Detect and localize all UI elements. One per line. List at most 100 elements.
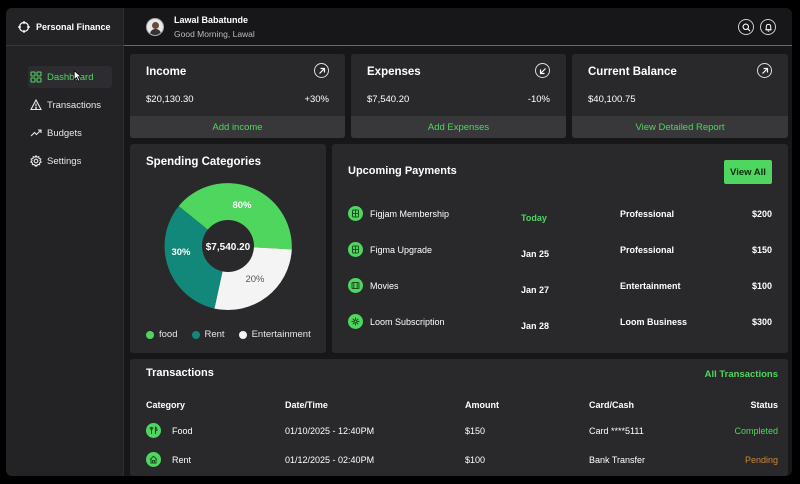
expenses-link-button[interactable] [535,63,550,78]
legend-item-food: food [146,329,178,340]
view-detailed-report-button[interactable]: View Detailed Report [572,116,788,138]
payment-category: Professional [620,209,675,219]
legend-dot [191,330,200,339]
stat-change: -10% [527,94,550,105]
legend-label: Entertainment [251,329,311,340]
sidebar-item-label: Settings [47,155,82,167]
slice-label-food: 80% [232,200,252,211]
gear-icon [30,155,42,167]
trend-icon [30,129,42,137]
all-transactions-link[interactable]: All Transactions [704,369,778,380]
app-window: Personal Finance Dashboard Transactions [6,8,792,476]
sidebar-item-budgets[interactable]: Budgets [28,122,112,144]
add-income-button[interactable]: Add income [130,116,345,138]
balance-link-button[interactable] [757,63,772,78]
spending-legend: food Rent Entertainment [146,329,311,340]
sidebar-item-transactions[interactable]: Transactions [28,94,112,116]
tx-method: Card ****5111 [589,426,644,436]
payment-name: Movies [370,281,399,291]
arrow-up-right-icon [318,67,325,74]
header-actions [738,19,776,35]
payment-date: Jan 25 [521,249,550,259]
payment-amount: $100 [751,281,772,291]
payment-name: Figjam Membership [370,209,450,219]
mouse-cursor-icon [73,70,82,82]
avatar[interactable] [146,17,164,36]
bell-icon [764,23,772,32]
sidebar-nav: Dashboard Transactions Budgets [6,66,123,172]
warning-icon [30,99,42,111]
payment-date: Jan 28 [521,321,550,331]
slice-label-rent: 30% [171,247,191,258]
payment-row[interactable]: Movies Jan 27 Entertainment $100 [332,278,788,296]
payment-row[interactable]: Loom Subscription Jan 28 Loom Business $… [332,314,788,332]
payment-name: Loom Subscription [370,317,445,327]
tx-amount: $150 [465,426,486,436]
legend-item-rent: Rent [191,329,225,340]
column-header[interactable]: Card/Cash [589,400,635,410]
arrow-down-left-icon [539,67,546,74]
income-link-button[interactable] [314,63,329,78]
donut-center-label: $7,540.20 [206,242,251,253]
payment-row[interactable]: Figjam Membership Today Professional $20… [332,206,788,224]
sidebar-item-settings[interactable]: Settings [28,150,112,172]
slice-label-entertainment: 20% [245,274,265,285]
stat-title: Income [146,66,187,78]
sidebar-item-dashboard[interactable]: Dashboard [28,66,112,88]
home-icon [146,452,161,467]
crosshair-logo-icon [18,20,30,33]
search-button[interactable] [738,19,754,35]
column-header[interactable]: Amount [465,400,499,410]
tx-amount: $100 [465,455,486,465]
figma-icon [348,242,363,257]
legend-dot [238,330,247,339]
tx-method: Bank Transfer [589,455,646,465]
legend-label: Rent [204,329,225,340]
notifications-button[interactable] [760,19,776,35]
payment-amount: $150 [751,245,772,255]
brand: Personal Finance [6,8,123,46]
payment-amount: $200 [751,209,772,219]
legend-label: food [159,329,178,340]
balance-card: Current Balance $40,100.75 View Detailed… [572,54,788,138]
upcoming-payments-card: Upcoming Payments View All Figjam Member… [332,144,788,353]
search-icon [742,23,750,31]
figjam-icon [348,206,363,221]
payment-category: Entertainment [620,281,681,291]
loom-icon [348,314,363,329]
food-icon [146,423,161,438]
spending-title: Spending Categories [146,156,262,168]
sidebar-item-label: Transactions [47,99,102,111]
stat-value: $7,540.20 [367,94,410,105]
column-header[interactable]: Status [750,400,778,410]
stat-change: +30% [304,94,329,105]
grid-icon [30,71,42,83]
film-icon [348,278,363,293]
stat-value: $40,100.75 [588,94,636,105]
donut-slice-food [178,183,292,250]
user-name: Lawal Babatunde [174,14,249,25]
legend-item-entertainment: Entertainment [238,329,311,340]
app-title: Personal Finance [36,21,111,32]
sidebar-item-label: Budgets [47,127,82,139]
expenses-card: Expenses $7,540.20 -10% Add Expenses [351,54,566,138]
column-header[interactable]: Date/Time [285,400,328,410]
tx-datetime: 01/12/2025 - 02:40PM [285,455,375,465]
stat-value: $20,130.30 [146,94,194,105]
payment-date: Today [521,213,547,223]
status-badge: Pending [744,455,778,465]
spending-categories-card: Spending Categories $7,540.20 80% 20% 30… [130,144,326,353]
view-all-button[interactable]: View All [724,160,772,184]
transactions-card: Transactions All Transactions Category D… [130,359,788,476]
payment-row[interactable]: Figma Upgrade Jan 25 Professional $150 [332,242,788,260]
stat-title: Expenses [367,66,421,78]
sidebar-item-label: Dashboard [47,71,94,83]
add-expenses-button[interactable]: Add Expenses [351,116,566,138]
payment-category: Loom Business [620,317,688,327]
column-header[interactable]: Category [146,400,186,410]
stat-title: Current Balance [588,66,677,78]
tx-category: Food [172,426,193,436]
legend-dot [146,330,154,339]
spending-donut-chart: $7,540.20 80% 20% 30% [164,183,292,311]
transactions-title: Transactions [146,367,214,379]
